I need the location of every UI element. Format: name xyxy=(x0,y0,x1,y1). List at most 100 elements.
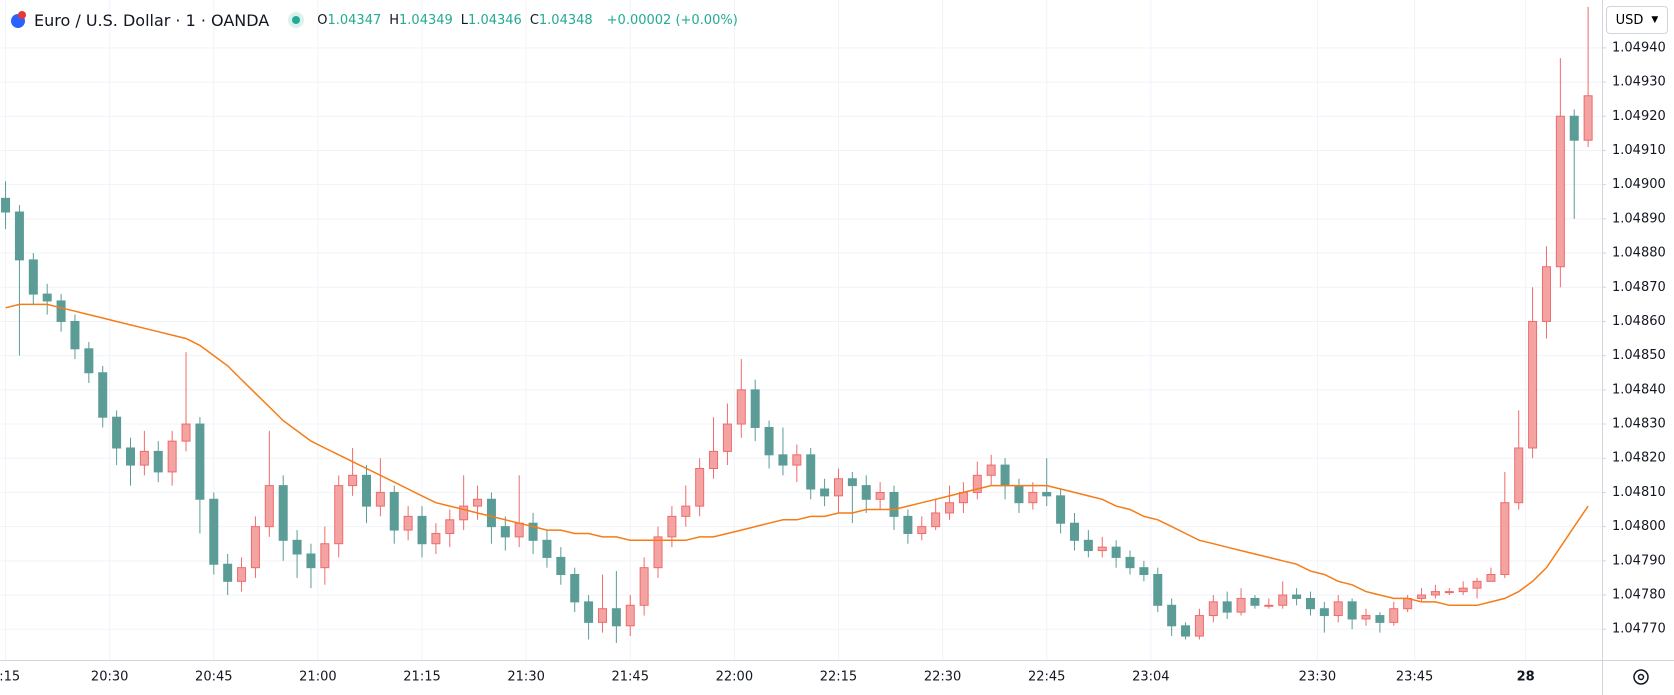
candle-body xyxy=(237,567,247,582)
y-tick-label: 1.04840 xyxy=(1612,382,1666,397)
candle-body xyxy=(139,450,149,466)
candle-body xyxy=(1458,587,1468,593)
y-tick-label: 1.04810 xyxy=(1612,485,1666,500)
candle-body xyxy=(1250,597,1260,606)
candle-body xyxy=(1347,601,1357,620)
candle-body xyxy=(972,474,982,493)
currency-button[interactable]: USD ▼ xyxy=(1606,6,1668,34)
candle-body xyxy=(56,300,66,322)
candle-body xyxy=(556,556,566,576)
moving-average xyxy=(5,303,1589,607)
x-tick-label: 21:15 xyxy=(403,670,440,685)
x-tick-label: 22:45 xyxy=(1028,670,1065,685)
y-tick-label: 1.04870 xyxy=(1612,280,1666,295)
candle-body xyxy=(500,526,510,538)
candle-body xyxy=(1181,625,1191,637)
y-tick-label: 1.04790 xyxy=(1612,553,1666,568)
ohlc-legend: O1.04347 H1.04349 L1.04346 C1.04348 xyxy=(317,13,600,28)
candle-body xyxy=(292,539,302,555)
y-tick-label: 1.04920 xyxy=(1612,109,1666,124)
candle-body xyxy=(945,502,955,514)
candle-body xyxy=(931,512,941,528)
candle-body xyxy=(764,426,774,456)
candle-body xyxy=(223,563,233,582)
y-tick-label: 1.04800 xyxy=(1612,519,1666,534)
candle-body xyxy=(334,485,344,545)
ohlc-key: L xyxy=(460,12,469,28)
candle-body xyxy=(1389,608,1399,623)
y-tick-label: 1.04820 xyxy=(1612,451,1666,466)
candle-body xyxy=(1569,115,1579,141)
candle-body xyxy=(1014,485,1024,504)
candle-body xyxy=(306,553,316,569)
candle-body xyxy=(597,608,607,623)
candle-body xyxy=(264,485,274,528)
x-tick-label: 0:15 xyxy=(0,670,20,685)
candle-body xyxy=(903,515,913,534)
candle-body xyxy=(1278,594,1288,606)
settings-icon[interactable] xyxy=(1633,669,1649,685)
candle-body xyxy=(1430,591,1440,596)
candle-body xyxy=(1333,601,1343,617)
symbol-icon xyxy=(11,11,26,28)
candle-body xyxy=(778,454,788,466)
y-tick-label: 1.04880 xyxy=(1612,246,1666,261)
candle-body xyxy=(542,539,552,558)
candle-body xyxy=(820,488,830,497)
candle-body xyxy=(278,485,288,541)
candle-body xyxy=(986,464,996,476)
candle-body xyxy=(1000,464,1010,487)
candle-body xyxy=(250,526,260,569)
candle-body xyxy=(389,491,399,531)
candle-body xyxy=(98,372,108,418)
candle-body xyxy=(1319,608,1329,617)
candle-body xyxy=(153,450,163,473)
axes: 1.04770 1.04780 1.04790 1.04800 1.04810 1.048… xyxy=(0,40,1666,684)
candle-body xyxy=(958,491,968,504)
currency-caret: ▼ xyxy=(1651,15,1659,25)
candle-body xyxy=(625,604,635,627)
icon-flag xyxy=(18,11,26,19)
candle-body xyxy=(84,348,94,374)
candle-body xyxy=(1139,567,1149,576)
candle-body xyxy=(1583,95,1593,141)
x-tick-label: 22:00 xyxy=(716,670,753,685)
x-tick-label: 21:00 xyxy=(299,670,336,685)
candle-body xyxy=(833,478,843,497)
candle-body xyxy=(181,423,191,442)
candle-body xyxy=(806,454,816,490)
settings-ring xyxy=(1633,669,1649,685)
candle-body xyxy=(1555,115,1565,268)
ohlc-key: H xyxy=(389,12,400,28)
y-tick-label: 1.04830 xyxy=(1612,417,1666,432)
y-tick-label: 1.04770 xyxy=(1612,622,1666,637)
y-tick-label: 1.04890 xyxy=(1612,211,1666,226)
candle-body xyxy=(1111,546,1121,558)
candle-body xyxy=(459,505,469,521)
candle-body xyxy=(1417,594,1427,599)
candle-body xyxy=(1305,597,1315,610)
x-tick-label: 22:30 xyxy=(924,670,961,685)
candle-body xyxy=(1167,604,1177,627)
candle-body xyxy=(125,447,135,466)
candle-body xyxy=(431,532,441,545)
candle-body xyxy=(445,519,455,534)
legend: Euro / U.S. Dollar · 1 · OANDA O1.04347 H… xyxy=(8,8,738,32)
change-value: +0.00002 (+0.00%) xyxy=(606,12,738,28)
candle-body xyxy=(1097,546,1107,552)
candle-body xyxy=(1236,597,1246,613)
x-tick-label: 22:15 xyxy=(820,670,857,685)
candle-body xyxy=(473,498,483,507)
candle-body xyxy=(847,478,857,487)
ohlc-value: 1.04349 xyxy=(399,12,453,28)
candle-body xyxy=(1292,594,1302,599)
candle-body xyxy=(875,491,885,500)
candle-body xyxy=(611,608,621,627)
candle-body xyxy=(1528,320,1538,449)
candle-body xyxy=(681,505,691,517)
candle-body xyxy=(1056,495,1066,524)
y-tick-label: 1.04780 xyxy=(1612,588,1666,603)
candle-body xyxy=(167,440,177,473)
